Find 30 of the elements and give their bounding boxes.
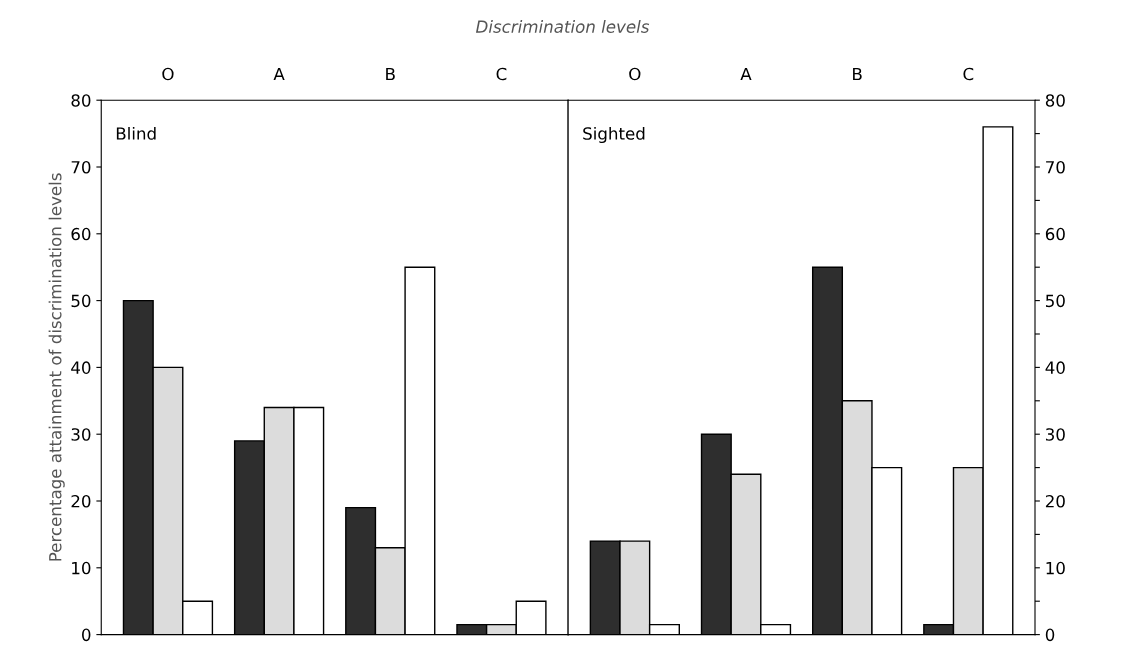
x-tick-label: B xyxy=(853,67,862,81)
y-tick-label: 30 xyxy=(71,428,91,441)
x-tick-label: C xyxy=(963,67,974,81)
x-tick-label: O xyxy=(162,67,174,81)
y-tick-label: 30 xyxy=(1045,428,1065,441)
annotation: Sighted xyxy=(583,126,645,144)
y-tick-label: 0 xyxy=(82,628,91,642)
y-tick-label: 20 xyxy=(71,494,91,508)
y-tick-label: 50 xyxy=(1046,294,1065,308)
y-axis-title: Percentage attainment of discrimination levels xyxy=(48,173,65,561)
y-tick-label: 80 xyxy=(1045,94,1065,107)
y-tick-label: 10 xyxy=(1046,561,1065,575)
y-tick-label: 70 xyxy=(1046,160,1065,174)
y-tick-label: 40 xyxy=(71,361,91,374)
y-tick-label: 60 xyxy=(1045,227,1065,241)
x-tick-label: O xyxy=(629,67,641,81)
x-tick-label: B xyxy=(386,67,395,81)
y-tick-label: 50 xyxy=(71,294,91,308)
y-tick-label: 0 xyxy=(1045,628,1055,642)
y-tick-label: 20 xyxy=(1045,494,1065,508)
chart-title: Discrimination levels xyxy=(475,20,650,33)
y-tick-label: 70 xyxy=(71,160,91,174)
annotation: Blind xyxy=(116,126,156,140)
y-tick-label: 10 xyxy=(72,561,91,575)
y-tick-label: 60 xyxy=(71,227,91,241)
y-tick-label: 40 xyxy=(1045,361,1065,374)
x-tick-label: C xyxy=(496,67,507,81)
y-tick-label: 80 xyxy=(71,94,91,107)
x-tick-label: A xyxy=(740,67,752,81)
x-tick-label: A xyxy=(273,67,285,81)
